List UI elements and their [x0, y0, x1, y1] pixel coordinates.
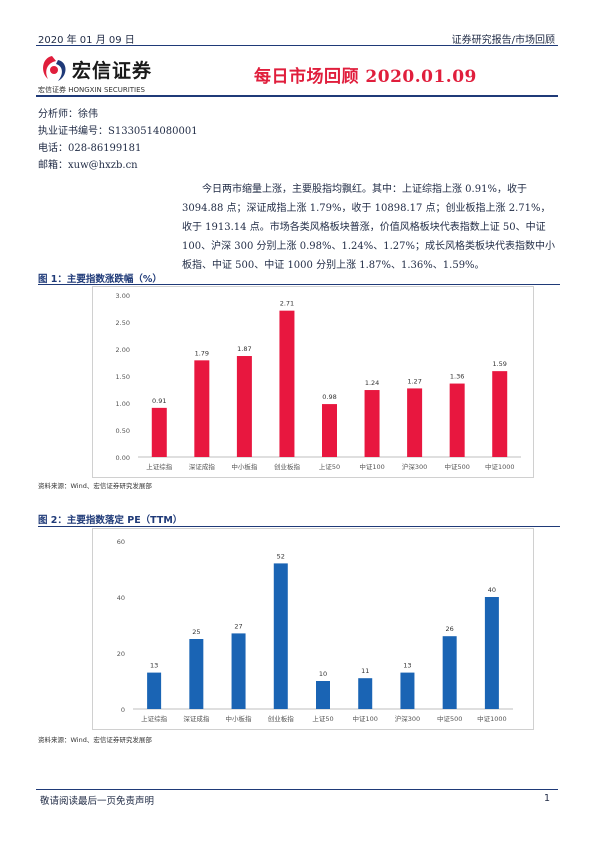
bar [484, 597, 499, 709]
figure1-chart: 0.00 0.50 1.00 1.50 2.00 2.50 3.00 0.91 上证综指 1.79… [116, 292, 521, 471]
bar-value-label: 1.59 [492, 360, 506, 368]
y-tick-label: 1.50 [116, 373, 130, 381]
y-tick-label: 60 [117, 538, 125, 546]
x-tick-label: 上证50 [312, 714, 333, 723]
bar-value-label: 0.98 [322, 393, 336, 401]
x-tick-label: 沪深300 [402, 462, 427, 471]
title-divider [36, 95, 558, 97]
x-tick-label: 上证综指 [146, 462, 173, 471]
bar-value-label: 11 [361, 667, 369, 675]
y-tick-label: 0.00 [116, 454, 130, 462]
bar-value-label: 1.36 [450, 373, 464, 381]
figure1-source: 资料来源：Wind、宏信证券研究发展部 [38, 482, 152, 490]
bar-value-label: 1.79 [195, 349, 209, 357]
bar [194, 360, 210, 457]
analyst-name: 分析师：徐伟 [38, 109, 98, 120]
page-number: 1 [543, 793, 550, 804]
x-tick-label: 中证100 [353, 714, 378, 723]
y-tick-label: 0 [121, 706, 125, 714]
bar [151, 407, 167, 457]
figure2-source: 资料来源：Wind、宏信证券研究发展部 [38, 736, 152, 744]
bar [358, 678, 373, 709]
x-tick-label: 中证100 [359, 462, 384, 471]
bar [492, 371, 508, 457]
bar-value-label: 26 [446, 625, 454, 633]
bar [189, 639, 204, 709]
logo-subtext: 宏信证券 HONGXIN SECURITIES [38, 86, 145, 94]
header-divider [36, 45, 558, 46]
x-tick-label: 上证50 [319, 462, 340, 471]
bar-value-label: 13 [150, 662, 158, 670]
bar-value-label: 40 [488, 586, 496, 594]
bar [407, 388, 423, 457]
y-tick-label: 40 [117, 594, 125, 602]
figure1-title: 图 1：主要指数涨跌幅（%） [38, 274, 162, 285]
bar [322, 404, 337, 457]
y-tick-label: 1.00 [116, 400, 130, 408]
y-tick-label: 3.00 [116, 292, 130, 300]
x-tick-label: 创业板指 [268, 714, 295, 723]
figure1-rule [38, 284, 560, 285]
market-summary: 今日两市缩量上涨，主要股指均飘红。其中：上证综指上涨 0.91%，收于 3094… [182, 184, 556, 271]
bar-value-label: 1.24 [365, 379, 379, 387]
disclaimer-note: 敬请阅读最后一页免责声明 [40, 796, 155, 807]
bar [364, 390, 380, 457]
y-tick-label: 20 [117, 650, 125, 658]
report-category: 证券研究报告/市场回顾 [451, 35, 555, 46]
bar [231, 633, 246, 709]
analyst-license: 执业证书编号：S1330514080001 [38, 126, 198, 137]
x-tick-label: 中小板指 [226, 714, 253, 723]
logo-mark-icon [43, 56, 66, 81]
x-tick-label: 沪深300 [395, 714, 420, 723]
bar-value-label: 1.87 [237, 345, 251, 353]
x-tick-label: 中证500 [444, 462, 469, 471]
bar-value-label: 13 [403, 662, 411, 670]
figure2-rule [38, 526, 560, 527]
page-title: 每日市场回顾 2020.01.09 [254, 67, 477, 87]
bar [236, 356, 252, 457]
bar [273, 563, 288, 709]
report-date: 2020 年 01 月 09 日 [38, 35, 135, 46]
x-tick-label: 创业板指 [274, 462, 301, 471]
figure2-chart-frame: 0 20 40 60 13 上证综指 25 深证成指 27 中小板指 52 创业板指 10 上证50 11 中… [92, 528, 534, 730]
x-tick-label: 中小板指 [231, 462, 258, 471]
x-tick-label: 上证综指 [141, 714, 168, 723]
bar-value-label: 52 [277, 552, 285, 560]
bar [400, 672, 415, 709]
y-tick-label: 2.50 [116, 319, 130, 327]
bar-value-label: 25 [192, 628, 200, 636]
x-tick-label: 深证成指 [189, 462, 216, 471]
analyst-email: 邮箱：xuw@hxzb.cn [38, 160, 138, 171]
company-logo: 宏信证券 [38, 52, 160, 92]
bar [279, 310, 295, 457]
x-tick-label: 中证1000 [485, 462, 515, 471]
bar-value-label: 0.91 [152, 397, 166, 405]
footer-divider [36, 789, 558, 790]
bar-value-label: 2.71 [280, 300, 294, 308]
x-tick-label: 中证1000 [477, 714, 507, 723]
bar [449, 383, 465, 457]
figure1-chart-frame: 0.00 0.50 1.00 1.50 2.00 2.50 3.00 0.91 上证综指 1.79… [92, 286, 534, 478]
bar [316, 681, 330, 709]
bar [442, 636, 457, 709]
x-tick-label: 深证成指 [183, 714, 210, 723]
x-tick-label: 中证500 [437, 714, 462, 723]
analyst-phone: 电话：028-86199181 [38, 143, 142, 154]
bar [147, 672, 162, 709]
bar-value-label: 1.27 [407, 377, 421, 385]
logo-wordmark: 宏信证券 [72, 60, 153, 82]
bar-value-label: 10 [319, 670, 327, 678]
y-tick-label: 0.50 [116, 427, 130, 435]
y-tick-label: 2.00 [116, 346, 130, 354]
figure2-chart: 0 20 40 60 13 上证综指 25 深证成指 27 中小板指 52 创业板指 10 上证50 11 中… [117, 538, 513, 723]
bar-value-label: 27 [234, 622, 242, 630]
figure2-title: 图 2：主要指数落定 PE（TTM） [38, 515, 183, 526]
